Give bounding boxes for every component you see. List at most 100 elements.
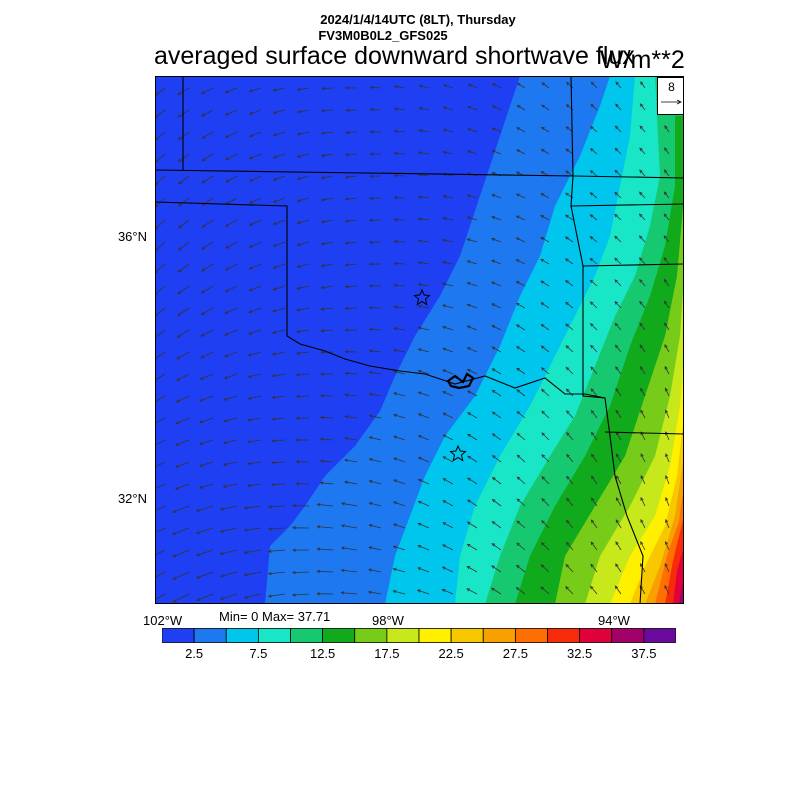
colorbar-tick-label: 12.5 — [309, 646, 336, 661]
wind-vector-head — [591, 475, 595, 480]
wind-vector-head — [565, 126, 570, 130]
wind-vector — [249, 131, 262, 137]
wind-vector — [178, 219, 190, 229]
wind-vector — [345, 241, 358, 244]
wind-vector-head — [442, 150, 447, 154]
wind-vector — [321, 87, 334, 90]
wind-vector-head — [615, 409, 619, 414]
wind-vector — [491, 368, 502, 375]
wind-vector — [394, 152, 406, 155]
wind-vector — [155, 439, 166, 446]
colorbar-tick-label: 7.5 — [249, 646, 268, 661]
wind-vector-head — [319, 481, 324, 485]
vector-key: 8 — [657, 77, 684, 115]
wind-vector — [639, 213, 646, 221]
wind-vector-head — [590, 497, 595, 502]
wind-vector-head — [272, 110, 277, 114]
wind-vector — [492, 521, 502, 529]
wind-vector — [491, 260, 502, 265]
wind-vector — [199, 483, 214, 489]
wind-vector-head — [344, 241, 349, 245]
wind-vector — [443, 129, 454, 133]
wind-vector — [201, 307, 214, 315]
wind-vector-head — [491, 216, 496, 220]
wind-vector-head — [540, 586, 545, 591]
wind-vector-head — [340, 568, 345, 573]
wind-vector-head — [565, 104, 570, 108]
wind-vector-head — [491, 346, 496, 350]
wind-vector-head — [564, 258, 569, 262]
wind-vector — [591, 475, 598, 485]
wind-vector-head — [272, 88, 277, 92]
wind-vector-head — [614, 169, 619, 174]
wind-vector-head — [664, 147, 668, 151]
wind-vector — [224, 373, 238, 379]
wind-vector-head — [177, 247, 182, 251]
wind-vector — [615, 126, 622, 133]
wind-vector-head — [590, 541, 594, 546]
wind-vector-head — [639, 147, 643, 152]
wind-vector-head — [590, 431, 595, 436]
wind-vector-head — [199, 398, 204, 402]
wind-vector-head — [491, 498, 496, 503]
wind-vector — [272, 439, 286, 442]
wind-vector — [248, 395, 262, 400]
wind-vector-head — [665, 387, 668, 392]
wind-vector-head — [249, 156, 253, 160]
wind-vector — [565, 236, 574, 243]
wind-vector-head — [590, 563, 594, 568]
wind-vector — [201, 285, 214, 294]
wind-vector — [541, 345, 550, 353]
wind-vector-head — [222, 462, 227, 466]
colorbar-swatch — [482, 628, 516, 643]
wind-vector — [177, 285, 190, 295]
wind-vector-head — [320, 329, 325, 333]
wind-vector — [615, 344, 622, 353]
wind-vector-head — [565, 323, 569, 327]
wind-vector-head — [272, 330, 276, 334]
wind-vector-head — [223, 354, 228, 358]
wind-vector-head — [663, 235, 668, 239]
wind-vector — [591, 519, 598, 529]
wind-vector-head — [319, 459, 324, 463]
wind-vector-head — [466, 216, 471, 220]
wind-vector-head — [515, 564, 520, 569]
wind-vector-head — [467, 499, 471, 503]
wind-vector-head — [344, 371, 349, 376]
flux-map — [155, 76, 684, 604]
wind-vector — [565, 170, 574, 177]
wind-vector-head — [491, 237, 495, 242]
wind-vector-head — [369, 130, 374, 134]
wind-vector-head — [541, 520, 545, 524]
wind-vector-head — [541, 82, 546, 86]
wind-vector-head — [272, 265, 277, 269]
wind-vector-head — [243, 550, 248, 554]
wind-vector-head — [665, 496, 669, 501]
wind-vector — [196, 571, 214, 579]
wind-vector-head — [614, 213, 618, 218]
wind-vector — [540, 280, 550, 287]
wind-vector — [540, 237, 550, 243]
wind-vector — [224, 329, 238, 336]
wind-vector-head — [271, 374, 276, 378]
wind-vector-head — [663, 213, 668, 217]
wind-vector-head — [344, 197, 349, 201]
wind-vector — [297, 175, 310, 180]
wind-vector — [664, 169, 670, 177]
wind-vector — [271, 461, 286, 464]
wind-vector-head — [417, 478, 422, 482]
wind-vector — [223, 461, 238, 466]
wind-vector — [369, 546, 382, 551]
wind-vector — [615, 103, 622, 111]
wind-vector-head — [566, 81, 570, 86]
wind-vector — [665, 541, 670, 551]
wind-vector-head — [224, 267, 229, 271]
wind-vector-head — [516, 367, 520, 372]
wind-vector — [591, 410, 598, 419]
wind-vector — [615, 81, 622, 89]
wind-vector-head — [490, 587, 495, 591]
wind-vector — [591, 497, 598, 507]
wind-vector — [419, 107, 430, 111]
wind-vector-head — [393, 85, 398, 89]
wind-vector — [176, 395, 190, 403]
